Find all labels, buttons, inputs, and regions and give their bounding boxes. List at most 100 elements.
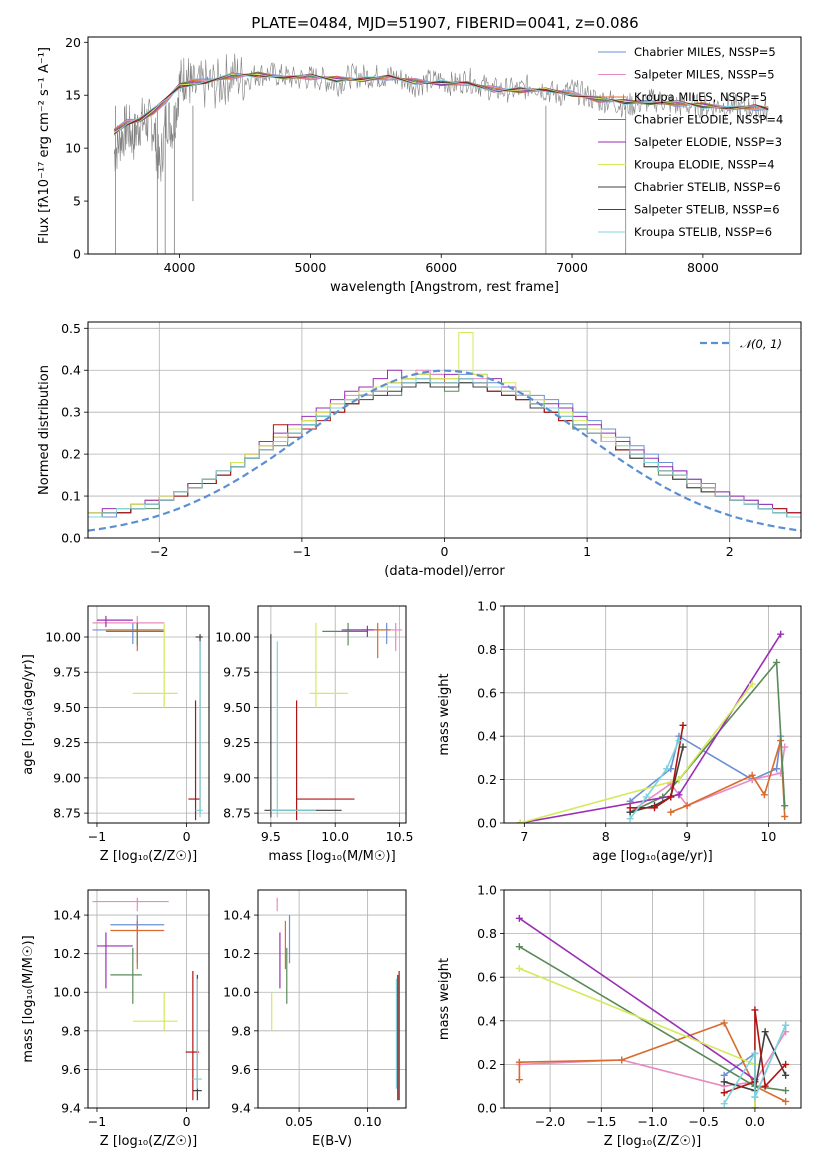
weight-marker [675,791,683,799]
x-tick-label: −2 [150,544,168,559]
weight-series [723,1029,787,1092]
x-tick-label: 8 [602,829,610,844]
weight-marker [751,1006,759,1014]
weight-marker [642,793,650,801]
y-tick-label: 9.00 [53,770,81,785]
x-tick-label: 0.10 [354,1114,382,1129]
legend: 𝒩(0, 1) [700,337,782,351]
weight-marker [720,1100,728,1108]
y-tick-label: 0.4 [61,363,81,378]
x-tick-label: 0.05 [285,1114,313,1129]
x-tick-label: −1 [88,829,106,844]
weight-series [629,746,684,813]
histogram-series [88,369,801,518]
y-tick-label: 9.50 [53,700,81,715]
y-tick-label: 1.0 [477,599,497,614]
weight-marker [761,1028,769,1036]
axes-frame [503,605,802,824]
weight-marker [515,914,523,922]
x-axis-label: mass [log₁₀(M/M☉)] [268,849,395,864]
y-tick-label: 8.75 [53,806,81,821]
weight-marker [748,680,756,688]
y-tick-label: 10 [65,141,81,156]
y-tick-label: 9.25 [223,735,251,750]
x-tick-label: −1.0 [637,1114,667,1129]
plot-area [516,630,789,823]
weight-marker [675,776,683,784]
x-axis-label: age [log₁₀(age/yr)] [592,849,713,864]
weight-marker [748,771,756,779]
weight-marker [618,1056,626,1064]
x-axis-label: Z [log₁₀(Z/Z☉)] [100,1134,197,1149]
x-tick-label: −2.0 [535,1114,565,1129]
y-tick-label: 9.75 [53,665,81,680]
x-tick-label: 8000 [687,260,719,275]
y-axis-label: mass weight [437,673,452,755]
x-tick-label: −1.5 [586,1114,616,1129]
weight-marker [773,658,781,666]
y-tick-label: 1.0 [477,883,497,898]
x-tick-label: 6000 [425,260,457,275]
weight-marker [782,1097,790,1105]
x-tick-label: 0 [183,1114,191,1129]
y-tick-label: 9.4 [61,1101,81,1116]
x-tick-label: 0 [441,544,449,559]
weight-marker [679,743,687,751]
y-tick-label: 9.4 [231,1101,251,1116]
legend-entry: 𝒩(0, 1) [740,337,782,351]
y-axis-label: Flux [fλ10⁻¹⁷ erg cm⁻² s⁻¹ A⁻¹] [37,47,52,244]
y-axis-label: Normed distribution [37,365,52,495]
y-tick-label: 0.8 [477,642,497,657]
axes-frame [503,889,802,1109]
gaussian-curve [88,369,801,532]
y-tick-label: 10.4 [53,908,81,923]
y-tick-label: 10.00 [215,630,251,645]
weight-marker [777,630,785,638]
x-tick-label: 9 [683,829,691,844]
chart-mass_vs_Z: −1 0 9.4 9.6 9.8 10.0 10.2 10.4 Z [log₁₀(Z/Z☉)] m… [21,889,210,1149]
y-axis-label: mass [log₁₀(M/M☉)] [21,935,36,1062]
legend-entry: Chabrier MILES, NSSP=5 [634,45,776,59]
weight-marker [516,819,524,823]
weight-series [630,725,684,809]
weight-marker [626,815,634,823]
legend-entry: Salpeter ELODIE, NSSP=3 [634,135,782,149]
legend-entry: Kroupa MILES, NSSP=5 [634,90,767,104]
model-spectrum [113,72,769,135]
y-tick-label: 20 [65,35,81,50]
weight-marker [782,1071,790,1079]
y-tick-label: 9.00 [223,770,251,785]
x-tick-label: 0 [183,829,191,844]
weight-marker [667,793,675,801]
legend: Chabrier MILES, NSSP=5 Salpeter MILES, NS… [598,45,783,239]
y-tick-label: 0.5 [61,321,81,336]
y-tick-label: 10.4 [223,908,251,923]
y-tick-label: 10.0 [53,985,81,1000]
y-tick-label: 9.6 [61,1062,81,1077]
weight-marker [720,1089,728,1097]
y-tick-label: 0.3 [61,405,81,420]
y-tick-label: 5 [73,194,81,209]
plot-area [264,622,403,821]
weight-marker [663,765,671,773]
x-tick-label: 7 [520,829,528,844]
x-axis-label: Z [log₁₀(Z/Z☉)] [604,1134,701,1149]
weight-marker [781,743,789,751]
legend-entry: Kroupa STELIB, NSSP=6 [634,225,772,239]
histogram-series [88,382,801,518]
model-spectrum [113,72,769,136]
weight-marker [720,1019,728,1027]
plot-area [92,615,203,821]
axes-frame [257,889,407,1109]
axes-frame [87,321,802,539]
chart-weight_vs_age: 7 8 9 10 0.0 0.2 0.4 0.6 0.8 1.0 age [log₁₀(age/yr… [437,599,802,864]
weight-marker [761,1082,769,1090]
weight-series [519,967,756,1108]
y-axis-label: mass weight [437,958,452,1040]
weight-marker [782,1060,790,1068]
y-tick-label: 0.2 [477,772,497,787]
x-tick-label: −1 [88,1114,106,1129]
x-tick-label: 10.5 [386,829,414,844]
weight-marker [720,1078,728,1086]
